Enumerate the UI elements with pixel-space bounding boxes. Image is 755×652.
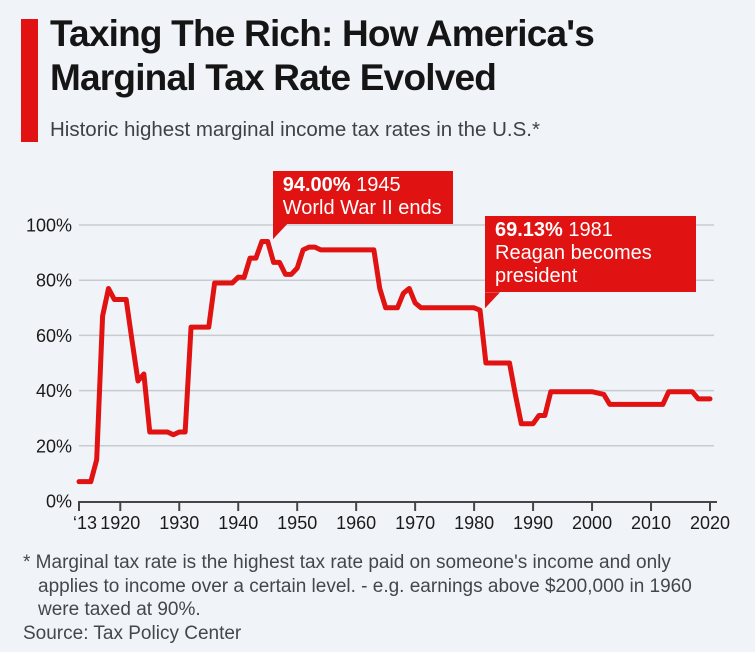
annotation-1945: 94.00% 1945 World War II ends <box>272 170 453 240</box>
x-axis-label: 1980 <box>454 513 494 533</box>
annotation-1981-description: Reagan becomes president <box>495 242 652 288</box>
page-subtitle: Historic highest marginal income tax rat… <box>50 118 540 141</box>
annotation-1981: 69.13% 1981 Reagan becomes president <box>485 216 696 309</box>
page-title-line2: Marginal Tax Rate Evolved <box>50 57 497 98</box>
footnote: * Marginal tax rate is the highest tax r… <box>23 551 692 622</box>
x-axis-label: ‘13 <box>73 513 97 533</box>
x-axis-label: 1970 <box>395 513 435 533</box>
annotation-1981-value: 69.13% <box>495 219 563 242</box>
x-axis-label: 1940 <box>218 513 258 533</box>
annotation-1945-value: 94.00% <box>282 173 351 196</box>
x-axis-label: 1930 <box>159 513 199 533</box>
footnote-line: applies to income over a certain level. … <box>38 575 692 597</box>
y-axis-label: 100% <box>26 216 72 236</box>
x-axis-label: 2020 <box>690 513 730 533</box>
annotation-1981-year: 1981 <box>568 219 613 242</box>
x-axis-label: 1960 <box>336 513 376 533</box>
y-axis-label: 20% <box>36 436 72 456</box>
source-attribution: Source: Tax Policy Center <box>23 623 242 644</box>
footnote-line: were taxed at 90%. <box>38 599 201 620</box>
x-axis-label: 1920 <box>100 513 140 533</box>
x-axis-label: 2010 <box>631 513 671 533</box>
y-axis-label: 40% <box>36 381 72 401</box>
page-title-line1: Taxing The Rich: How America's <box>50 13 595 54</box>
y-axis-label: 80% <box>36 271 72 291</box>
x-axis-label: 1990 <box>513 513 553 533</box>
annotation-1945-year: 1945 <box>356 173 401 196</box>
y-axis-label: 60% <box>36 326 72 346</box>
annotation-1945-description: World War II ends <box>282 196 442 219</box>
x-axis-label: 2000 <box>572 513 612 533</box>
red-accent-bar <box>21 19 38 142</box>
y-axis-label: 0% <box>46 492 72 512</box>
page-title: Taxing The Rich: How America's Marginal … <box>50 12 595 100</box>
x-axis-label: 1950 <box>277 513 317 533</box>
tax-rate-line <box>76 239 713 485</box>
footnote-line: * Marginal tax rate is the highest tax r… <box>23 552 671 573</box>
